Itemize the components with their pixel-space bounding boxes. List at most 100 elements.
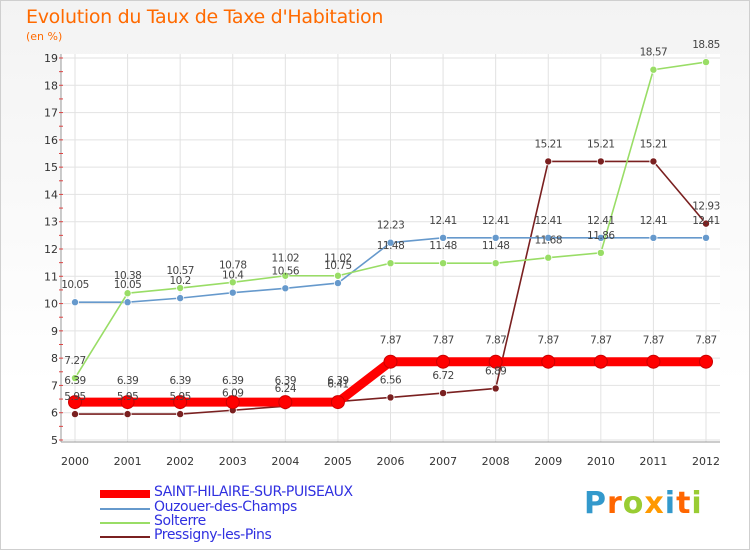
- data-point: [281, 284, 290, 293]
- data-label: 7.87: [643, 335, 664, 347]
- data-label: 12.41: [587, 215, 615, 227]
- data-label: 15.21: [587, 138, 615, 150]
- data-point: [439, 233, 448, 242]
- data-label: 11.48: [377, 240, 405, 252]
- data-point: [544, 253, 553, 262]
- data-label: 12.41: [429, 215, 457, 227]
- logo-letter: t: [676, 486, 692, 521]
- data-label: 11.68: [534, 235, 562, 247]
- data-label: 12.93: [692, 201, 720, 213]
- data-point: [386, 259, 395, 268]
- data-label: 5.95: [64, 391, 85, 403]
- data-point: [593, 354, 608, 369]
- y-tick-label: 9: [51, 325, 58, 338]
- data-point: [386, 238, 395, 247]
- data-label: 10.4: [222, 270, 244, 282]
- y-tick-label: 13: [44, 216, 58, 229]
- data-point: [228, 278, 237, 287]
- data-label: 18.57: [640, 47, 668, 59]
- x-tick-label: 2001: [114, 455, 142, 468]
- data-label: 12.41: [482, 215, 510, 227]
- data-label: 5.95: [117, 391, 138, 403]
- y-tick-label: 18: [44, 79, 58, 92]
- data-point: [702, 219, 711, 228]
- y-tick-label: 14: [44, 188, 58, 201]
- data-point: [702, 233, 711, 242]
- data-label: 15.21: [640, 138, 668, 150]
- y-tick-label: 5: [51, 434, 58, 447]
- data-label: 10.56: [272, 265, 300, 277]
- data-point: [176, 284, 185, 293]
- data-label: 5.95: [169, 391, 190, 403]
- data-point: [228, 288, 237, 297]
- data-label: 6.39: [275, 375, 296, 387]
- data-label: 11.02: [272, 253, 300, 265]
- data-label: 10.05: [61, 279, 89, 291]
- logo-letter: i: [664, 486, 677, 521]
- chart-subtitle: (en %): [26, 30, 63, 43]
- data-label: 15.21: [534, 138, 562, 150]
- logo-letter: o: [622, 486, 645, 521]
- legend-swatch: [100, 508, 150, 510]
- data-point: [702, 58, 711, 67]
- data-label: 6.39: [169, 375, 190, 387]
- data-point: [488, 354, 503, 369]
- x-tick-label: 2003: [219, 455, 247, 468]
- data-point: [278, 395, 293, 410]
- data-point: [123, 410, 132, 419]
- data-point: [699, 354, 713, 369]
- data-label: 6.39: [327, 375, 348, 387]
- data-label: 7.87: [590, 335, 611, 347]
- y-tick-label: 8: [51, 352, 58, 365]
- data-label: 6.39: [117, 375, 138, 387]
- data-label: 6.56: [380, 374, 402, 386]
- data-label: 7.87: [538, 335, 559, 347]
- y-tick-label: 7: [51, 379, 58, 392]
- data-label: 6.09: [222, 387, 243, 399]
- data-label: 11.48: [482, 240, 510, 252]
- data-point: [491, 233, 500, 242]
- data-label: 7.87: [380, 335, 401, 347]
- x-tick-label: 2002: [166, 455, 194, 468]
- data-point: [173, 395, 188, 410]
- data-label: 11.48: [429, 240, 457, 252]
- data-label: 12.41: [534, 215, 562, 227]
- x-tick-label: 2011: [639, 455, 667, 468]
- data-label: 10.05: [114, 279, 142, 291]
- logo-letter: x: [644, 486, 665, 521]
- logo-letter: r: [607, 486, 623, 521]
- y-tick-label: 19: [44, 52, 58, 65]
- data-label: 7.87: [432, 335, 453, 347]
- legend-label: Ouzouer-des-Champs: [154, 499, 297, 515]
- data-label: 10.57: [166, 265, 194, 277]
- x-tick-label: 2007: [429, 455, 457, 468]
- y-tick-label: 6: [51, 407, 58, 420]
- data-point: [225, 395, 240, 410]
- x-tick-label: 2010: [587, 455, 615, 468]
- data-label: 7.27: [64, 355, 85, 367]
- data-point: [333, 279, 342, 288]
- data-point: [646, 354, 661, 369]
- x-tick-label: 2009: [534, 455, 562, 468]
- data-label: 6.39: [64, 375, 85, 387]
- data-point: [386, 393, 395, 402]
- data-point: [544, 157, 553, 166]
- x-tick-label: 2000: [61, 455, 89, 468]
- data-label: 10.38: [114, 270, 142, 282]
- data-label: 18.85: [692, 39, 720, 51]
- y-tick-label: 16: [44, 134, 58, 147]
- data-label: 6.39: [222, 375, 243, 387]
- legend-label: Pressigny-les-Pins: [154, 527, 272, 543]
- data-label: 6.41: [327, 379, 348, 391]
- logo-letter: P: [584, 486, 607, 521]
- data-point: [333, 271, 342, 280]
- data-label: 7.87: [695, 335, 716, 347]
- data-label: 6.24: [275, 383, 297, 395]
- legend-swatch: [100, 536, 150, 538]
- x-tick-label: 2012: [692, 455, 720, 468]
- data-point: [596, 157, 605, 166]
- y-tick-label: 10: [44, 298, 58, 311]
- legend-swatch: [100, 490, 150, 498]
- y-tick-label: 17: [44, 107, 58, 120]
- data-point: [71, 410, 80, 419]
